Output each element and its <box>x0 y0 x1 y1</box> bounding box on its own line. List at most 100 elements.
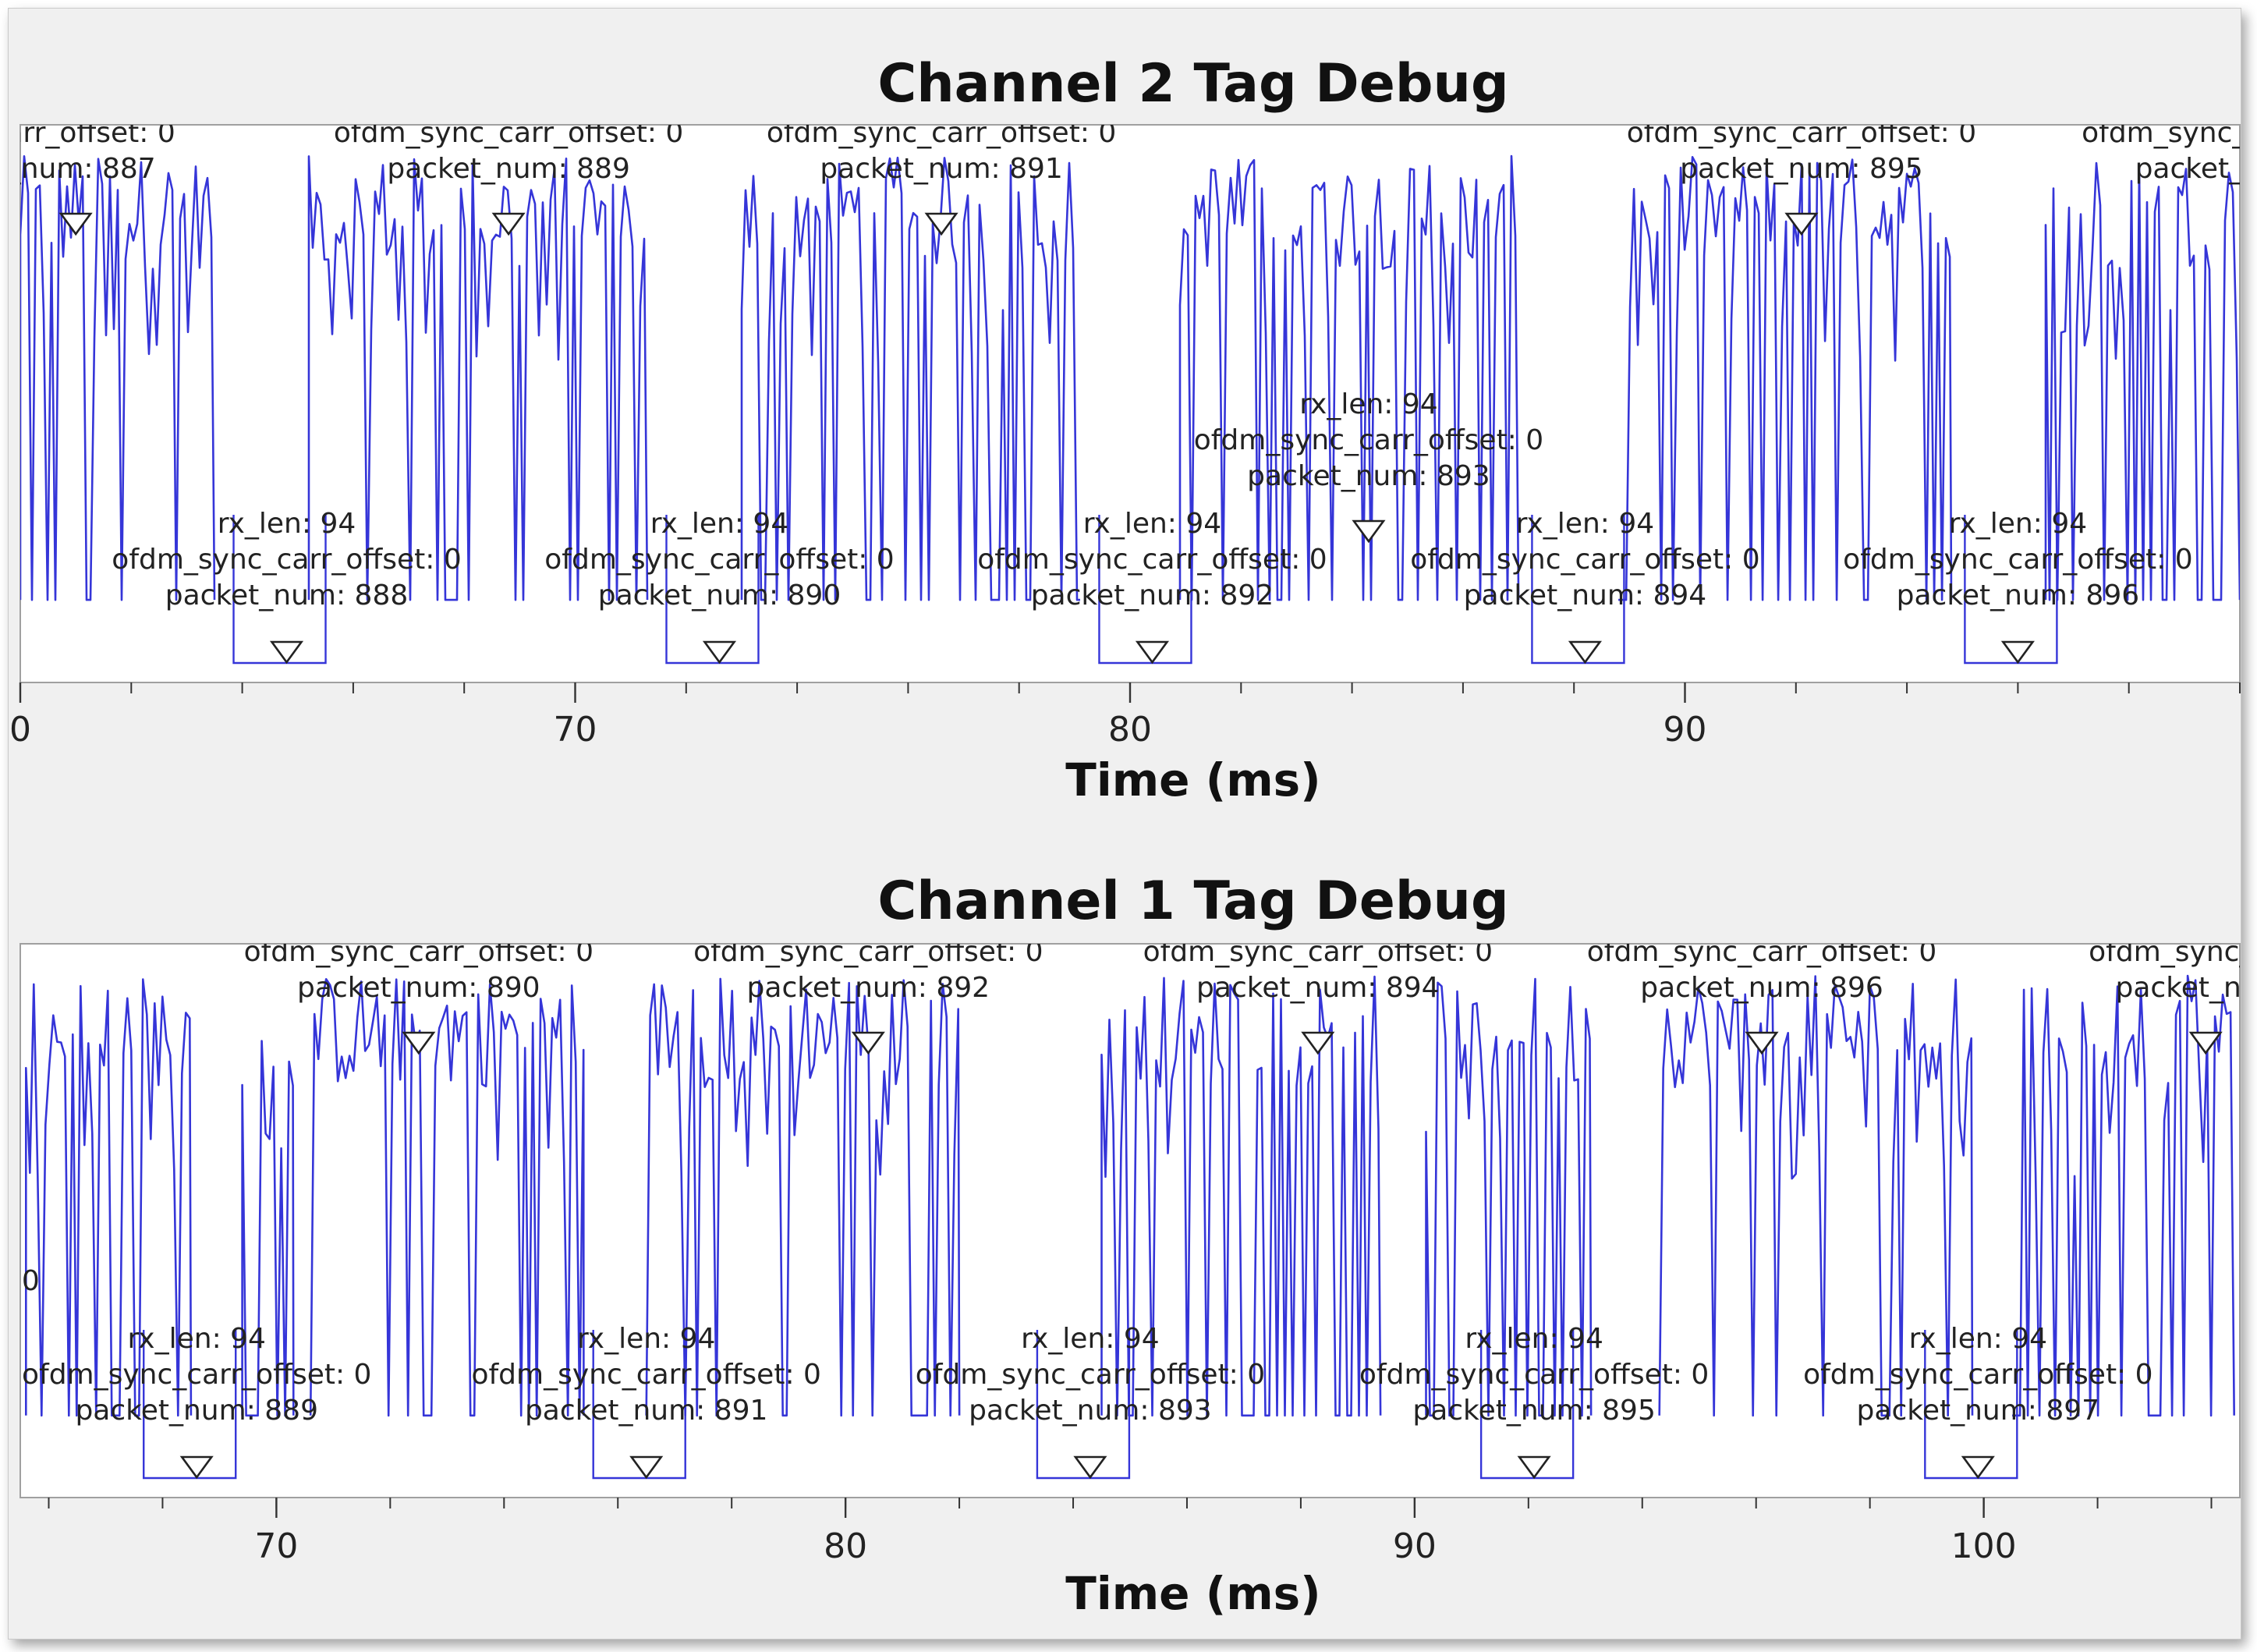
tag-label-offset: ofdm_sync_carr_offset: 0 <box>22 1359 371 1391</box>
tag-label-rx_len: rx_len: 94 <box>1299 388 1438 420</box>
x-axis: 70 80 90 100 <box>48 1498 2213 1566</box>
tag-label-rx_len: rx_len: 94 <box>1465 1323 1603 1355</box>
tag-label-packet: packet_num: 890 <box>598 580 842 612</box>
tag-label-packet: packet_num: 894 <box>1196 972 1440 1004</box>
tag-label-packet: packet_num: 892 <box>747 972 990 1004</box>
signal-tail <box>1098 515 1192 665</box>
x-axis-label: Time (ms) <box>1065 753 1320 807</box>
tag-label-offset: ofdm_sync_carr_offset: 0 <box>1803 1359 2152 1391</box>
tag-label-offset: ofdm_sync_carr_offset: 0 <box>693 936 1043 968</box>
signal-segment <box>24 978 193 1417</box>
tag-marker <box>1517 1455 1551 1480</box>
signal-tail <box>1479 1330 1575 1480</box>
tag-label-offset: ofdm_sync_carr_offset: 0 <box>244 936 593 968</box>
signal-segment <box>307 155 649 601</box>
tag-label-offset: ofdm_sync_carr_offset: 0 <box>1410 544 1759 576</box>
x-axis: 0 70 80 90 <box>9 682 2241 750</box>
signal-tail <box>143 1330 237 1480</box>
signal-segment <box>1425 977 1593 1417</box>
tag-label-rx_len: rx_len: 94 <box>127 1323 266 1355</box>
tag-label-packet: packet_num: 890 <box>297 972 540 1004</box>
tag-label-packet: packet_num: 893 <box>1247 460 1490 492</box>
tag-marker <box>1301 1031 1335 1055</box>
tag-marker <box>58 212 93 236</box>
tag-marker <box>1745 1031 1779 1055</box>
x-tick-label: 80 <box>824 1526 867 1566</box>
tag-marker <box>2188 1031 2223 1055</box>
tag-marker <box>269 640 304 665</box>
tag-marker <box>629 1455 664 1480</box>
tag-marker <box>1568 640 1602 665</box>
x-tick-label: 0 <box>9 710 31 750</box>
chart-panel-2: Channel 1 Tag Debug94_offset: 0: 888rx_l… <box>0 870 2257 1620</box>
tag-label-rx_len: rx_len: 94 <box>2188 81 2257 113</box>
tag-label-packet: t_num: 887 <box>0 153 156 185</box>
tag-label-packet: packet_num: 897 <box>2135 153 2257 185</box>
signal-tail <box>1036 1330 1131 1480</box>
tag-label-offset: ofdm_sync_carr_offset: 0 <box>1143 936 1493 968</box>
signal-segment <box>740 156 1080 601</box>
tag-label-packet: packet_num: 896 <box>1897 580 2140 612</box>
tag-label-packet: packet_num: 895 <box>1680 153 1923 185</box>
tag-label-packet: packet_num: 888 <box>165 580 409 612</box>
tag-label-packet: packet_num: 896 <box>1640 972 1883 1004</box>
x-tick-label: 100 <box>1951 1526 2017 1566</box>
tag-label-packet: packet_num: 893 <box>969 1395 1212 1427</box>
tag-label-offset: ofdm_sync_carr_offset: 0 <box>1194 424 1543 456</box>
tag-label-packet: packet_num: 892 <box>1031 580 1274 612</box>
tag-label-rx_len: rx_len: 94 <box>1949 508 2088 540</box>
x-tick-label: 70 <box>554 710 597 750</box>
tag-label-offset: ofdm_sync_carr_ <box>2089 936 2257 968</box>
tag-label-packet: packet_num: 897 <box>1857 1395 2100 1427</box>
signal-segment <box>2012 974 2235 1417</box>
tag-label-offset: _offset: 0 <box>0 1265 40 1297</box>
tag-label-packet: packet_num: 894 <box>1464 580 1707 612</box>
chart-panel-1: Channel 2 Tag Debug rx_len: 94 _carr_offse… <box>0 53 2257 807</box>
tag-marker <box>851 1031 885 1055</box>
tag-label-rx_len: rx_len: 94 <box>439 81 578 113</box>
signal-tail <box>232 515 327 665</box>
tag-marker <box>702 640 737 665</box>
tag-label-rx_len: rx_len: 9 <box>2145 900 2257 932</box>
signal-segment <box>1618 156 1953 601</box>
tag-label-offset: ofdm_sync_carr_offset: 0 <box>916 1359 1265 1391</box>
tag-label-offset: ofdm_sync_carr_offset: 0 <box>334 117 683 149</box>
signal-tail <box>592 1330 686 1480</box>
signal-segment <box>1658 975 1974 1417</box>
signal-segment <box>309 978 585 1417</box>
tag-label-rx_len: rx_len: 94 <box>1692 900 1831 932</box>
x-tick-label: 70 <box>254 1526 298 1566</box>
tag-marker <box>2000 640 2035 665</box>
tag-label-packet: packet_num: 895 <box>1412 1395 1656 1427</box>
tag-label-rx_len: rx_len: 94 <box>1732 81 1871 113</box>
chart-title: Channel 2 Tag Debug <box>877 53 1508 115</box>
tag-label-packet: packet_num: 889 <box>75 1395 318 1427</box>
signal-segment <box>1178 154 1520 601</box>
tag-label-rx_len: rx_len: 94 <box>218 508 356 540</box>
signal-tail <box>665 515 760 665</box>
tag-label-packet: packet_num: <box>2116 972 2257 1004</box>
tag-label-offset: ofdm_sync_carr_offset: 0 <box>2082 117 2257 149</box>
tag-label-offset: ofdm_sync_carr_offset: 0 <box>977 544 1327 576</box>
tag-marker <box>179 1455 214 1480</box>
tag-marker <box>402 1031 436 1055</box>
x-tick-label: 90 <box>1393 1526 1437 1566</box>
tag-marker <box>1352 519 1386 544</box>
tag-label-offset: ofdm_sync_carr_offset: 0 <box>1359 1359 1709 1391</box>
tag-label-offset: ofdm_sync_carr_offset: 0 <box>767 117 1116 149</box>
tag-label-offset: _carr_offset: 0 <box>0 117 175 149</box>
signal-segment <box>241 1040 295 1417</box>
signal-segment <box>20 155 216 601</box>
tag-marker <box>1784 212 1819 236</box>
tag-marker <box>491 212 526 236</box>
tag-label-packet: packet_num: 889 <box>387 153 630 185</box>
signal-tail <box>1964 515 2058 665</box>
signal-segment <box>2044 161 2240 601</box>
signal-tail <box>1924 1330 2018 1480</box>
tag-label-offset: ofdm_sync_carr_offset: 0 <box>1587 936 1936 968</box>
tag-marker <box>1073 1455 1107 1480</box>
tag-label-packet: packet_num: 891 <box>525 1395 768 1427</box>
tag-marker <box>1135 640 1170 665</box>
tag-label-offset: ofdm_sync_carr_offset: 0 <box>1627 117 1976 149</box>
tag-label-rx_len: rx_len: 94 <box>349 900 488 932</box>
